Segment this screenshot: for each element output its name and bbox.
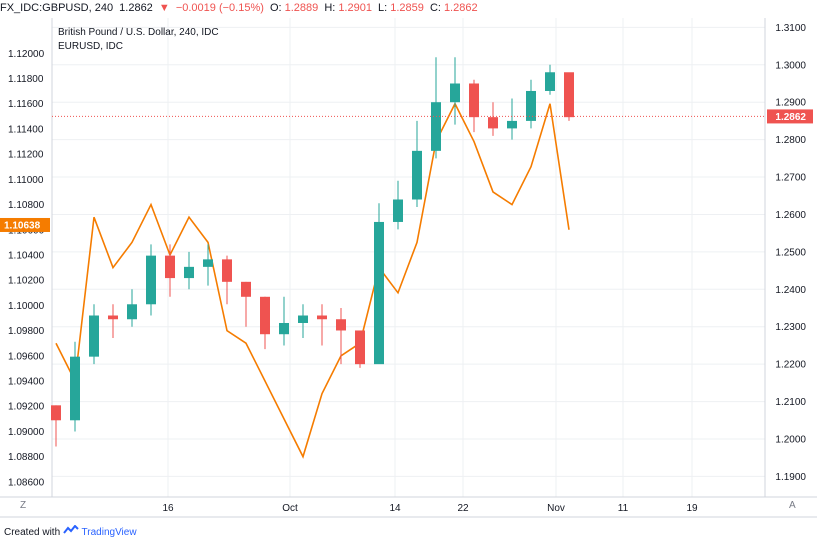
high-label: H: [324,2,336,14]
last-price-label-right: 1.2862 [775,112,806,123]
price-change: −0.0019 (−0.15%) [175,2,264,14]
y-tick-label-right: 1.1900 [775,472,806,483]
candle-body [241,281,251,297]
candle-body [526,90,536,121]
footer-credit[interactable]: Created with TradingView [4,524,137,538]
y-tick-label-left: 1.10400 [8,250,45,261]
x-tick-label: 22 [457,503,469,514]
y-tick-label-right: 1.2900 [775,98,806,109]
open-value: 1.2889 [284,2,319,14]
log-scale-toggle[interactable]: Z [20,500,27,511]
candle-body [108,315,118,320]
x-tick-label: 14 [389,503,401,514]
y-tick-label-left: 1.10200 [8,276,45,287]
y-tick-label-right: 1.2400 [775,285,806,296]
y-tick-label-left: 1.09600 [8,351,45,362]
created-with-label: Created with [4,527,61,538]
candle-body [222,259,232,282]
y-tick-label-left: 1.08800 [8,452,45,463]
last-price: 1.2862 [119,2,153,14]
candle-body [374,221,384,365]
candle-body [393,199,403,222]
tradingview-logo-icon [63,524,82,538]
candle-body [507,120,517,129]
y-tick-label-right: 1.2000 [775,434,806,445]
x-tick-label: 16 [162,503,174,514]
low-label: L: [378,2,388,14]
y-tick-label-left: 1.12000 [8,49,45,60]
last-price-tag-left [0,217,50,232]
y-tick-label-right: 1.2700 [775,173,806,184]
y-tick-label-right: 1.2800 [775,135,806,146]
candle-body [165,255,175,279]
y-tick-label-right: 1.2600 [775,210,806,221]
tradingview-link[interactable]: TradingView [81,527,137,538]
close-value: 1.2862 [443,2,478,14]
candle-body [412,150,422,200]
last-price-label-left: 1.10638 [4,220,41,231]
down-arrow-icon: ▼ [158,2,170,14]
symbol-header: FX_IDC:GBPUSD, 240 1.2862 ▼ −0.0019 (−0.… [0,0,817,16]
candle-body [89,315,99,357]
y-tick-label-left: 1.11400 [8,124,44,135]
high-value: 1.2901 [338,2,372,14]
candle-body [469,83,479,118]
candle-body [431,102,441,151]
last-price-tag-right [767,109,813,124]
close-label: C: [429,2,441,14]
y-tick-label-left: 1.09000 [8,427,45,438]
candle-body [51,405,61,421]
y-tick-label-left: 1.10800 [8,200,45,211]
candle-body [203,259,213,267]
candle-body [564,72,574,118]
candle-body [279,322,289,335]
y-tick-label-left: 1.11000 [8,175,44,186]
y-tick-label-left: 1.09400 [8,377,45,388]
y-tick-label-left: 1.10000 [8,301,45,312]
candle-body [317,315,327,320]
candle-body [70,356,80,421]
eurusd-series-line [55,101,570,459]
y-tick-label-right: 1.3100 [775,23,806,34]
candle-body [336,319,346,331]
chart-title: British Pound / U.S. Dollar, 240, IDC [58,27,219,38]
y-tick-label-left: 1.09200 [8,402,45,413]
y-tick-label-right: 1.2200 [775,360,806,371]
symbol-name[interactable]: FX_IDC:GBPUSD, 240 [0,2,114,14]
x-tick-label: 11 [618,503,629,514]
y-tick-label-right: 1.3000 [775,60,806,71]
x-tick-label: 19 [686,503,698,514]
open-label: O: [269,2,282,14]
candle-body [260,296,270,335]
candle-body [545,72,555,91]
candle-body [488,117,498,129]
candle-body [184,266,194,279]
candle-body [298,315,308,323]
y-tick-label-left: 1.08600 [8,477,45,488]
candle-body [355,330,365,365]
candle-body [146,255,156,305]
y-tick-label-right: 1.2300 [775,322,806,333]
y-tick-label-left: 1.11800 [8,74,44,85]
auto-scale-toggle[interactable]: A [789,500,796,511]
y-tick-label-right: 1.2500 [775,247,806,258]
y-tick-label-left: 1.11600 [8,99,44,110]
y-tick-label-left: 1.11200 [8,150,44,161]
plot-area [52,18,765,497]
y-tick-label-right: 1.2100 [775,397,806,408]
y-tick-label-left: 1.09800 [8,326,45,337]
low-value: 1.2859 [390,2,424,14]
candle-body [127,304,137,320]
x-tick-label: Oct [282,503,298,514]
series-legend-eurusd: EURUSD, IDC [58,41,123,52]
x-tick-label: Nov [547,503,565,514]
candle-body [450,83,460,103]
